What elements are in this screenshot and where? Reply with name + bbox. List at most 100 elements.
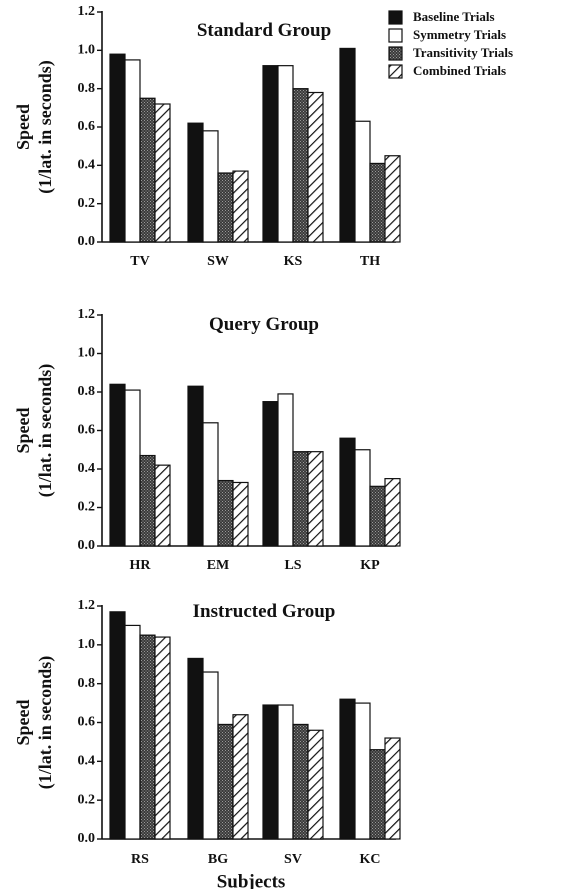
bar-rs-series-2 — [139, 634, 156, 840]
y-tick-label: 0.6 — [78, 119, 96, 134]
chart-panel-2: Instructed Group 0.0 0.2 0.4 0.6 0.8 1.0 1.2 Spe… — [13, 598, 401, 889]
x-category-label: TH — [360, 254, 380, 269]
bar-rs-series-3 — [154, 636, 171, 840]
bar-tv-series-3 — [154, 103, 171, 243]
legend-swatch — [388, 64, 403, 79]
x-category-label: KC — [360, 852, 381, 867]
y-tick-label: 0.0 — [78, 234, 96, 249]
bar-kc-series-3 — [384, 737, 401, 840]
bar-kp-series-3 — [384, 478, 401, 547]
y-tick-label: 1.2 — [78, 4, 96, 19]
y-tick-label: 0.6 — [78, 423, 96, 438]
legend-label: Combined Trials — [413, 63, 506, 78]
bar-em-series-0 — [187, 385, 204, 547]
bar-ks-series-2 — [292, 88, 309, 243]
bar-sw-series-3 — [232, 170, 249, 243]
x-category-label: BG — [208, 852, 228, 867]
y-tick-label: 1.2 — [78, 307, 96, 322]
bar-th-series-0 — [339, 47, 356, 243]
y-tick-label: 0.6 — [78, 715, 96, 730]
bar-ls-series-2 — [292, 451, 309, 547]
legend-swatch — [388, 46, 403, 61]
bar-rs-series-0 — [109, 611, 126, 840]
bar-ks-series-0 — [262, 65, 279, 243]
y-tick-label: 0.8 — [78, 384, 96, 399]
bar-sv-series-3 — [307, 729, 324, 840]
y-tick-label: 0.8 — [78, 676, 96, 691]
y-tick-label: 1.0 — [78, 43, 96, 58]
x-category-label: TV — [130, 254, 149, 269]
y-tick-label: 1.2 — [78, 598, 96, 613]
x-category-label: RS — [131, 852, 149, 867]
y-tick-label: 0.4 — [78, 754, 96, 769]
bar-th-series-1 — [354, 120, 371, 243]
y-tick-label: 0.2 — [78, 196, 96, 211]
bar-hr-series-0 — [109, 383, 126, 547]
bar-kp-series-0 — [339, 437, 356, 547]
bar-tv-series-0 — [109, 53, 126, 243]
bar-em-series-1 — [202, 422, 219, 547]
bar-kc-series-2 — [369, 749, 386, 840]
x-category-label: SW — [207, 254, 229, 269]
y-tick-label: 0.0 — [78, 831, 96, 846]
y-axis-label: Speed — [13, 407, 33, 453]
bar-sw-series-0 — [187, 122, 204, 243]
bar-th-series-3 — [384, 155, 401, 243]
x-category-label: KS — [284, 254, 303, 269]
legend-label: Transitivity Trials — [413, 45, 513, 60]
bar-em-series-2 — [217, 479, 234, 547]
bar-ks-series-3 — [307, 91, 324, 243]
bar-em-series-3 — [232, 481, 249, 547]
bar-sw-series-2 — [217, 172, 234, 243]
bar-sw-series-1 — [202, 130, 219, 243]
bar-bg-series-2 — [217, 723, 234, 840]
chart-title: Instructed Group — [193, 601, 336, 622]
bar-ls-series-3 — [307, 451, 324, 547]
bar-ls-series-0 — [262, 401, 279, 547]
charts-layer: Standard Group 0.0 0.2 0.4 0.6 0.8 1.0 1.2 Speed… — [13, 4, 513, 889]
y-axis-label: Speed — [13, 104, 33, 150]
chart-panel-0: Standard Group 0.0 0.2 0.4 0.6 0.8 1.0 1.2 Speed… — [13, 4, 513, 269]
y-tick-label: 0.8 — [78, 81, 96, 96]
bar-rs-series-1 — [124, 624, 141, 840]
x-category-label: SV — [284, 852, 302, 867]
bar-sv-series-2 — [292, 723, 309, 840]
bar-hr-series-2 — [139, 454, 156, 547]
bar-sv-series-1 — [277, 704, 294, 840]
bar-sv-series-0 — [262, 704, 279, 840]
bar-tv-series-2 — [139, 97, 156, 243]
bar-kp-series-1 — [354, 449, 371, 547]
y-tick-label: 0.2 — [78, 792, 96, 807]
bar-kc-series-0 — [339, 698, 356, 840]
bar-bg-series-0 — [187, 657, 204, 840]
x-category-label: KP — [360, 558, 380, 573]
bar-hr-series-3 — [154, 464, 171, 547]
y-tick-label: 0.4 — [78, 158, 96, 173]
legend-swatch — [388, 10, 403, 25]
bar-bg-series-3 — [232, 714, 249, 840]
legend-label: Baseline Trials — [413, 9, 495, 24]
y-tick-label: 0.0 — [78, 538, 96, 553]
bar-bg-series-1 — [202, 671, 219, 840]
x-category-label: HR — [130, 558, 152, 573]
bar-hr-series-1 — [124, 389, 141, 547]
y-axis-label-units: (1/lat. in seconds) — [35, 364, 56, 498]
chart-panel-1: Query Group 0.0 0.2 0.4 0.6 0.8 1.0 1.2 Speed (1/… — [13, 307, 401, 573]
bar-tv-series-1 — [124, 59, 141, 243]
bar-ls-series-1 — [277, 393, 294, 547]
legend: Baseline Trials Symmetry Trials Transitivi… — [388, 9, 513, 79]
y-tick-label: 1.0 — [78, 346, 96, 361]
x-axis-label: Subjects — [217, 871, 286, 889]
chart-title: Query Group — [209, 314, 319, 335]
y-tick-label: 0.2 — [78, 500, 96, 515]
y-tick-label: 0.4 — [78, 461, 96, 476]
y-axis-label-units: (1/lat. in seconds) — [35, 656, 56, 790]
y-tick-label: 1.0 — [78, 637, 96, 652]
y-axis-label: Speed — [13, 699, 33, 745]
legend-swatch — [388, 28, 403, 43]
legend-label: Symmetry Trials — [413, 27, 506, 42]
bar-ks-series-1 — [277, 65, 294, 243]
chart-title: Standard Group — [197, 20, 331, 41]
bar-kp-series-2 — [369, 485, 386, 547]
